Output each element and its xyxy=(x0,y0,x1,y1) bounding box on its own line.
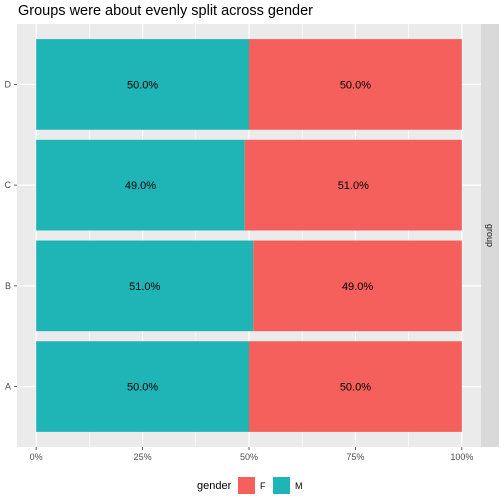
x-tick-label: 25% xyxy=(134,452,152,462)
x-tick-label: 100% xyxy=(450,452,473,462)
legend-key-m xyxy=(273,477,290,494)
bar-f-d xyxy=(249,39,462,130)
bar-label: 51.0% xyxy=(338,180,369,192)
bar-label: 50.0% xyxy=(340,382,371,394)
bar-f-c xyxy=(244,139,462,231)
bar-label: 50.0% xyxy=(340,79,371,91)
x-tick-label: 75% xyxy=(346,452,364,462)
y-tick-label: C xyxy=(5,180,12,190)
legend-label: M xyxy=(295,481,303,491)
bar-f-a xyxy=(249,341,462,432)
legend-title: gender xyxy=(197,480,232,492)
bar-m-a xyxy=(36,341,250,432)
bar-m-c xyxy=(36,139,245,231)
bar-m-b xyxy=(36,240,254,332)
bar-label: 50.0% xyxy=(127,79,158,91)
facet-strip xyxy=(481,24,499,447)
bar-label: 51.0% xyxy=(129,281,160,293)
bar-m-d xyxy=(36,39,250,130)
y-tick-label: A xyxy=(5,382,11,392)
bar-label: 50.0% xyxy=(127,382,158,394)
x-tick-label: 0% xyxy=(30,452,43,462)
chart-title: Groups were about evenly split across ge… xyxy=(18,3,313,19)
bar-label: 49.0% xyxy=(125,180,156,192)
bar-label: 49.0% xyxy=(342,281,373,293)
y-tick-label: D xyxy=(5,79,12,89)
facet-strip-label: group xyxy=(485,224,495,247)
legend-label: F xyxy=(260,481,266,491)
y-tick-label: B xyxy=(5,281,11,291)
x-tick-label: 50% xyxy=(240,452,258,462)
legend-key-f xyxy=(238,477,255,494)
bar-f-b xyxy=(253,240,462,332)
